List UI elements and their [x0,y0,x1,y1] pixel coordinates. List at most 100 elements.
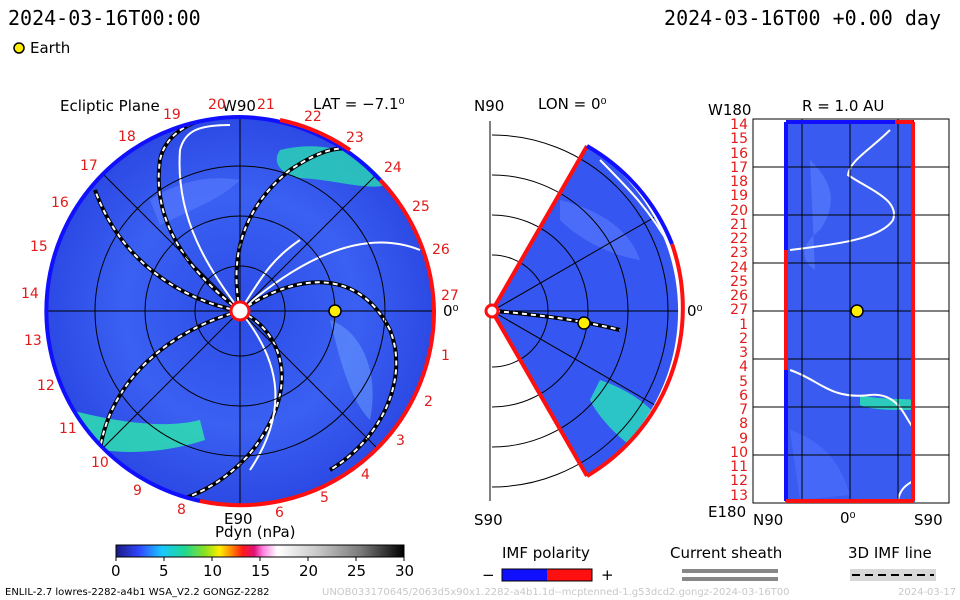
colorbar-tick-label: 0 [111,562,121,580]
carrington-label: 15 [30,239,48,255]
carrington-label: 16 [51,195,69,211]
ecliptic-lat-label: LAT = −7.1⁰ [313,95,405,113]
meridional-plot [484,121,685,501]
carrington-label: 9 [133,483,142,499]
carrington-label: 10 [730,444,748,461]
radial-axis-0: 0⁰ [840,509,856,527]
carrington-label: 3 [739,345,748,361]
meridional-top-label: N90 [474,97,505,115]
ecliptic-plot [44,115,437,508]
carrington-label: 18 [730,174,748,190]
colorbar-title: Pdyn (nPa) [215,523,296,541]
carrington-label: 19 [730,188,748,205]
earth-marker-radial [850,304,864,318]
carrington-label: 7 [739,402,748,418]
current-sheath-label: Current sheath [670,544,783,562]
carrington-label: 15 [730,131,748,148]
earth-marker-ecliptic [328,304,342,318]
carrington-label: 6 [275,505,284,521]
timestamp-right: 2024-03-16T00 +0.00 day [664,6,941,30]
carrington-label: 24 [384,160,402,176]
colorbar-tick-label: 25 [347,562,367,580]
carrington-label: 25 [412,199,430,215]
carrington-label: 11 [730,459,748,475]
radial-bottom-left-label: E180 [708,503,747,521]
carrington-label: 21 [730,216,748,233]
imf-minus-label: − [482,566,495,584]
imf-plus-label: + [601,566,614,584]
imf-positive-swatch [547,569,592,581]
carrington-label: 23 [730,245,748,262]
carrington-label: 24 [730,259,748,276]
carrington-label: 10 [91,455,109,471]
carrington-label: 6 [739,387,748,404]
imf-negative-swatch [502,569,547,581]
carrington-label: 1 [441,348,450,364]
carrington-label: 18 [118,129,136,145]
carrington-label: 27 [730,302,748,319]
carrington-label: 2 [739,330,748,347]
ecliptic-title: Ecliptic Plane [60,97,160,115]
current-sheath-swatch [682,569,778,581]
carrington-label: 19 [163,107,181,123]
colorbar-tick-label: 30 [395,562,415,580]
run-date: 2024-03-17 [898,587,957,598]
ecliptic-right-label: 0⁰ [443,302,459,320]
carrington-label: 27 [441,288,459,304]
carrington-label: 2 [424,394,433,410]
carrington-label: 12 [37,378,55,394]
carrington-label: 14 [21,286,39,302]
carrington-label: 8 [739,416,748,433]
carrington-label: 23 [346,130,364,146]
earth-legend-label: Earth [30,39,71,57]
carrington-label: 22 [730,231,748,247]
run-info: UNOB033170645/2063d5x90x1.2282-a4b1.1d--… [322,587,790,598]
carrington-label: 20 [730,202,748,219]
carrington-label: 26 [730,288,748,304]
carrington-label: 11 [59,421,77,437]
carrington-label: 20 [208,97,226,113]
meridional-title: LON = 0⁰ [538,95,607,113]
imf-line-swatch [850,569,936,581]
radial-axis-n90: N90 [753,511,784,529]
model-info: ENLIL-2.7 lowres-2282-a4b1 WSA_V2.2 GONG… [5,587,270,598]
carrington-label: 13 [24,333,42,349]
imf-polarity-label: IMF polarity [502,544,590,562]
colorbar-tick-label: 10 [203,562,223,580]
carrington-label: 22 [304,109,322,125]
carrington-label: 25 [730,273,748,290]
colorbar-tick-label: 5 [159,562,169,580]
carrington-label: 26 [432,242,450,258]
carrington-label: 4 [361,467,370,483]
colorbar-tick-label: 20 [299,562,319,580]
earth-legend-icon [13,42,25,54]
carrington-label: 8 [177,502,186,518]
ecliptic-top-label: W90 [222,97,256,115]
carrington-label: 5 [739,373,748,390]
meridional-right-label: 0⁰ [687,302,703,320]
radial-title: R = 1.0 AU [802,97,885,115]
carrington-label: 17 [730,159,748,176]
carrington-label: 1 [739,316,748,333]
radial-top-label: W180 [708,101,752,119]
carrington-label: 13 [730,487,748,504]
imf-line-label: 3D IMF line [848,544,932,562]
radial-rotation-labels: 14 15 16 17 18 19 20 21 22 23 24 25 26 2… [718,118,748,503]
carrington-label: 4 [739,359,748,376]
pdyn-colorbar [115,544,405,558]
meridional-bottom-label: S90 [474,511,503,529]
carrington-label: 5 [320,490,329,506]
ecliptic-bottom-label: E90 [224,510,253,528]
carrington-label: 16 [730,145,748,162]
carrington-label: 14 [730,117,748,133]
carrington-label: 3 [396,433,405,449]
colorbar-tick-label: 15 [251,562,271,580]
timestamp-left: 2024-03-16T00:00 [8,6,201,30]
colorbar-ticks [115,557,405,561]
carrington-label: 12 [730,473,748,490]
radial-plot [752,118,950,504]
earth-marker-meridional [577,316,591,330]
radial-axis-s90: S90 [914,511,943,529]
carrington-label: 9 [739,430,748,447]
